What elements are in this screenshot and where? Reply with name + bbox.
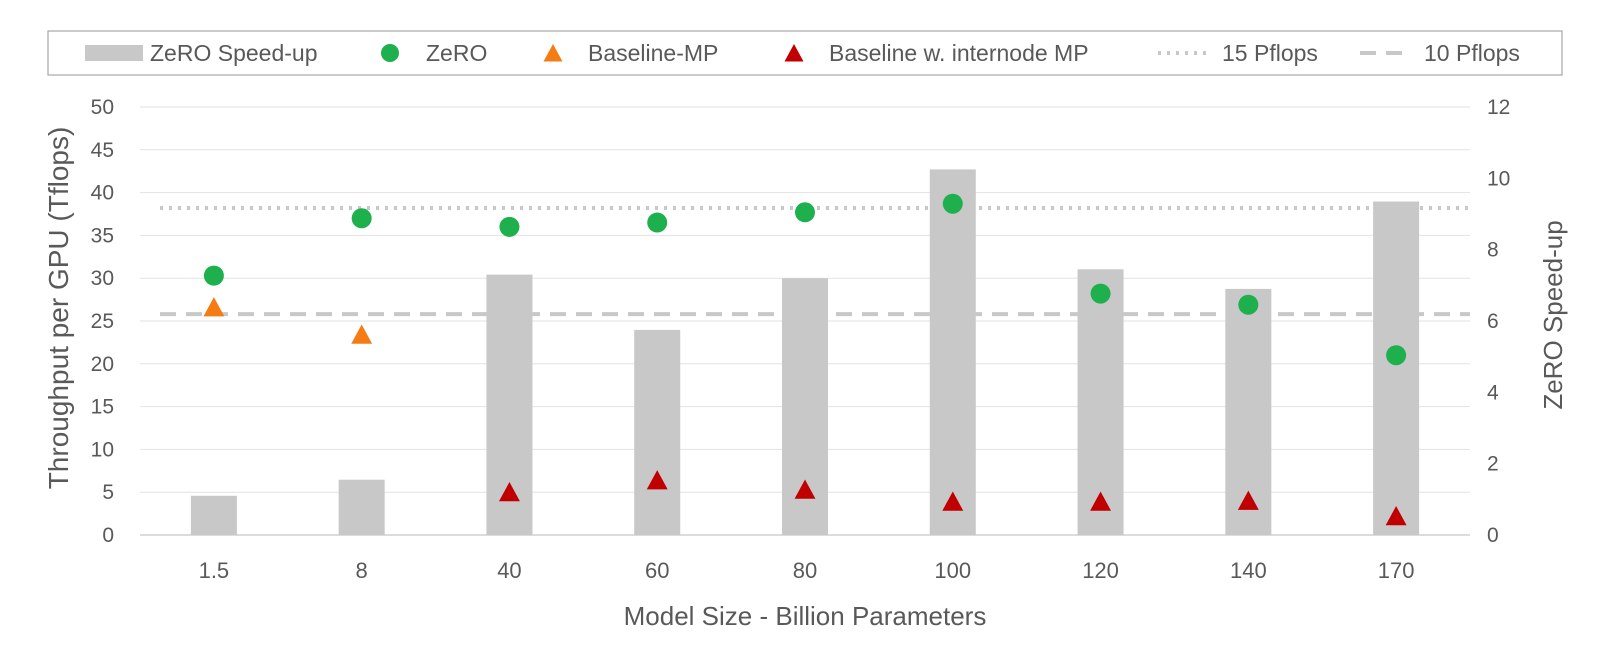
y-tick-label: 20 (91, 353, 114, 376)
y-tick-label: 35 (91, 224, 114, 247)
y2-axis-title: ZeRO Speed-up (1538, 220, 1568, 409)
y-tick-label: 30 (91, 267, 114, 290)
legend-swatch-triangle (543, 44, 563, 62)
y-tick-label: 15 (91, 396, 114, 419)
legend-label: Baseline-MP (588, 40, 718, 66)
data-markers (203, 193, 1407, 526)
zero-point (1090, 283, 1111, 304)
y-tick-label: 0 (102, 524, 114, 547)
x-tick-label: 1.5 (199, 558, 230, 583)
baseline-internode-point (646, 470, 668, 490)
baseline-internode-point (498, 482, 520, 502)
reference-lines (160, 206, 1470, 317)
speedup-bar (634, 329, 681, 535)
legend-swatch-bar (85, 45, 143, 61)
baseline-internode-point (1385, 506, 1407, 526)
zero-point (1386, 345, 1407, 366)
y-tick-label: 5 (102, 481, 114, 504)
speedup-bar (190, 495, 237, 535)
x-tick-label: 120 (1082, 558, 1119, 583)
zero-point (942, 193, 963, 214)
baseline-internode-point (794, 479, 816, 499)
y2-tick-label: 4 (1487, 381, 1499, 404)
baseline-internode-point (1237, 490, 1259, 510)
y2-tick-label: 0 (1487, 524, 1499, 547)
baseline-mp-point (203, 297, 225, 317)
x-axis-title: Model Size - Billion Parameters (624, 601, 987, 631)
x-tick-label: 80 (793, 558, 817, 583)
legend-label: 10 Pflops (1424, 40, 1520, 66)
legend: ZeRO Speed-up ZeRO Baseline-MP Baseline w. … (47, 30, 1563, 76)
y-tick-label: 40 (91, 182, 114, 205)
x-tick-label: 40 (497, 558, 521, 583)
baseline-internode-point (1090, 491, 1112, 511)
axes: 0 5 10 15 20 25 30 35 40 45 50 0 2 4 6 8 10 12 1.5 8 40 60 80 1… (91, 96, 1511, 583)
baseline-internode-point (942, 491, 964, 511)
zero-point (203, 265, 224, 286)
x-tick-label: 140 (1230, 558, 1267, 583)
x-tick-label: 100 (934, 558, 971, 583)
zero-point (351, 208, 372, 229)
speedup-bar (338, 479, 385, 535)
x-tick-label: 8 (356, 558, 368, 583)
legend-label: ZeRO (426, 40, 487, 66)
y2-tick-label: 2 (1487, 453, 1499, 476)
y-tick-label: 10 (91, 438, 114, 461)
y-tick-label: 45 (91, 139, 114, 162)
zero-point (1238, 294, 1259, 315)
zero-point (647, 212, 668, 233)
speedup-bar (1373, 201, 1420, 535)
x-tick-label: 170 (1378, 558, 1415, 583)
legend-label: ZeRO Speed-up (150, 40, 317, 66)
y-axis-title: Throughput per GPU (Tflops) (43, 127, 74, 490)
y2-tick-label: 6 (1487, 310, 1499, 333)
y-tick-label: 50 (91, 96, 114, 119)
legend-label: 15 Pflops (1222, 40, 1318, 66)
zero-point (499, 216, 520, 237)
baseline-mp-point (351, 324, 373, 344)
legend-swatch-triangle (784, 44, 804, 62)
y2-tick-label: 8 (1487, 239, 1499, 262)
legend-box (47, 30, 1563, 76)
legend-swatch-circle (381, 44, 399, 62)
legend-label: Baseline w. internode MP (829, 40, 1089, 66)
x-tick-label: 60 (645, 558, 669, 583)
speedup-bar (929, 169, 976, 535)
y-tick-label: 25 (91, 310, 114, 333)
y2-tick-label: 10 (1487, 167, 1510, 190)
y2-tick-label: 12 (1487, 96, 1510, 119)
zero-point (795, 202, 815, 223)
